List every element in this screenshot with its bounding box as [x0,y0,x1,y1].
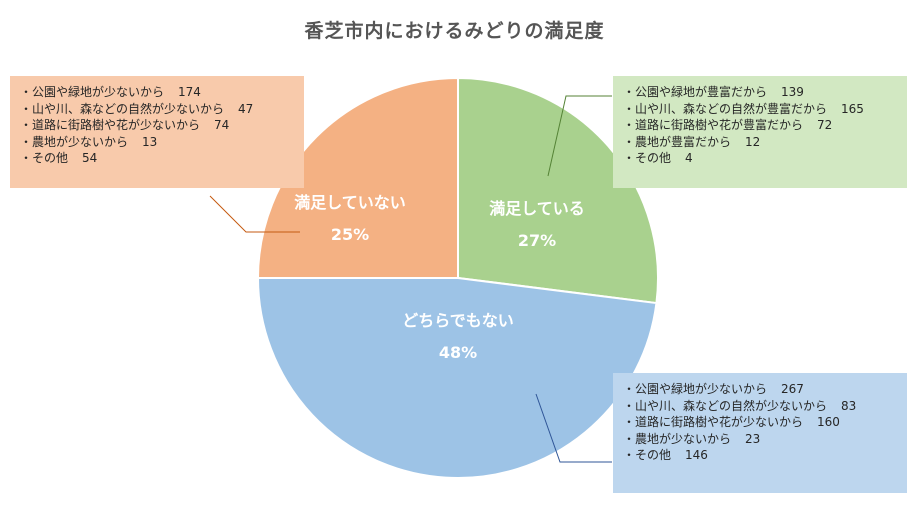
slice-name-label: 満足している [489,199,585,218]
reason-item: ・山や川、森などの自然が少ないから 47 [20,101,294,118]
reason-count: 13 [142,134,158,149]
reason-text: ・山や川、森などの自然が少ないから [20,101,225,116]
slice-percent-label: 48% [439,343,477,362]
leader-line [547,95,612,177]
reason-count: 160 [817,415,840,429]
slice-percent-label: 27% [518,231,556,250]
reason-item: ・道路に街路樹や花が豊富だから 72 [623,117,897,134]
slice-name-label: どちらでもない [402,311,514,330]
reason-item: ・道路に街路樹や花が少ないから 74 [20,117,294,134]
slice-percent-label: 25% [331,225,369,244]
pie-slice [457,76,659,305]
reason-item: ・農地が豊富だから 12 [623,134,897,151]
reason-item: ・公園や緑地が少ないから 267 [623,381,897,398]
reason-count: 74 [214,118,230,132]
reason-text: ・道路に街路樹や花が少ないから [623,415,804,429]
reason-text: ・山や川、森などの自然が少ないから [623,398,828,413]
reason-count: 47 [238,101,254,116]
reason-count: 54 [82,151,98,165]
chart-title: 香芝市内におけるみどりの満足度 [304,20,605,42]
reason-text: ・公園や緑地が少ないから [20,85,165,99]
reason-text: ・農地が豊富だから [623,134,732,149]
reason-item: ・農地が少ないから 13 [20,134,294,151]
reason-item: ・その他 146 [623,447,897,464]
reason-count: 139 [781,85,804,99]
reasons-box-satisfied: ・公園や緑地が豊富だから 139 ・山や川、森などの自然が豊富だから 165 ・道路に街… [613,76,907,188]
reason-count: 12 [745,134,761,149]
reason-count: 72 [817,118,833,132]
reason-text: ・農地が少ないから [20,134,129,149]
reason-text: ・その他 [623,151,672,165]
reason-text: ・公園や緑地が少ないから [623,382,768,396]
leader-line [209,195,300,233]
reason-count: 23 [745,431,761,446]
reason-count: 83 [841,398,857,413]
leader-line [535,393,612,463]
reason-text: ・その他 [623,448,672,462]
reason-text: ・農地が少ないから [623,431,732,446]
reasons-box-neutral: ・公園や緑地が少ないから 267 ・山や川、森などの自然が少ないから 83 ・道路に街路… [613,373,907,493]
reason-item: ・公園や緑地が豊富だから 139 [623,84,897,101]
reasons-box-unsatisfied: ・公園や緑地が少ないから 174 ・山や川、森などの自然が少ないから 47 ・道路に街路… [10,76,304,188]
reason-item: ・山や川、森などの自然が少ないから 83 [623,398,897,415]
slice-name-label: 満足していない [294,193,406,212]
reason-count: 165 [841,101,864,116]
reason-text: ・公園や緑地が豊富だから [623,85,768,99]
pie-slice [256,277,658,479]
reason-item: ・その他 54 [20,150,294,167]
reason-count: 174 [178,85,201,99]
reason-text: ・道路に街路樹や花が豊富だから [623,118,804,132]
pie-slice [256,76,459,279]
reason-text: ・山や川、森などの自然が豊富だから [623,101,828,116]
reason-count: 146 [685,448,708,462]
reason-item: ・公園や緑地が少ないから 174 [20,84,294,101]
reason-text: ・その他 [20,151,69,165]
reason-item: ・山や川、森などの自然が豊富だから 165 [623,101,897,118]
reason-text: ・道路に街路樹や花が少ないから [20,118,201,132]
reason-item: ・その他 4 [623,150,897,167]
reason-count: 267 [781,382,804,396]
reason-count: 4 [685,151,693,165]
reason-item: ・農地が少ないから 23 [623,431,897,448]
reason-item: ・道路に街路樹や花が少ないから 160 [623,414,897,431]
